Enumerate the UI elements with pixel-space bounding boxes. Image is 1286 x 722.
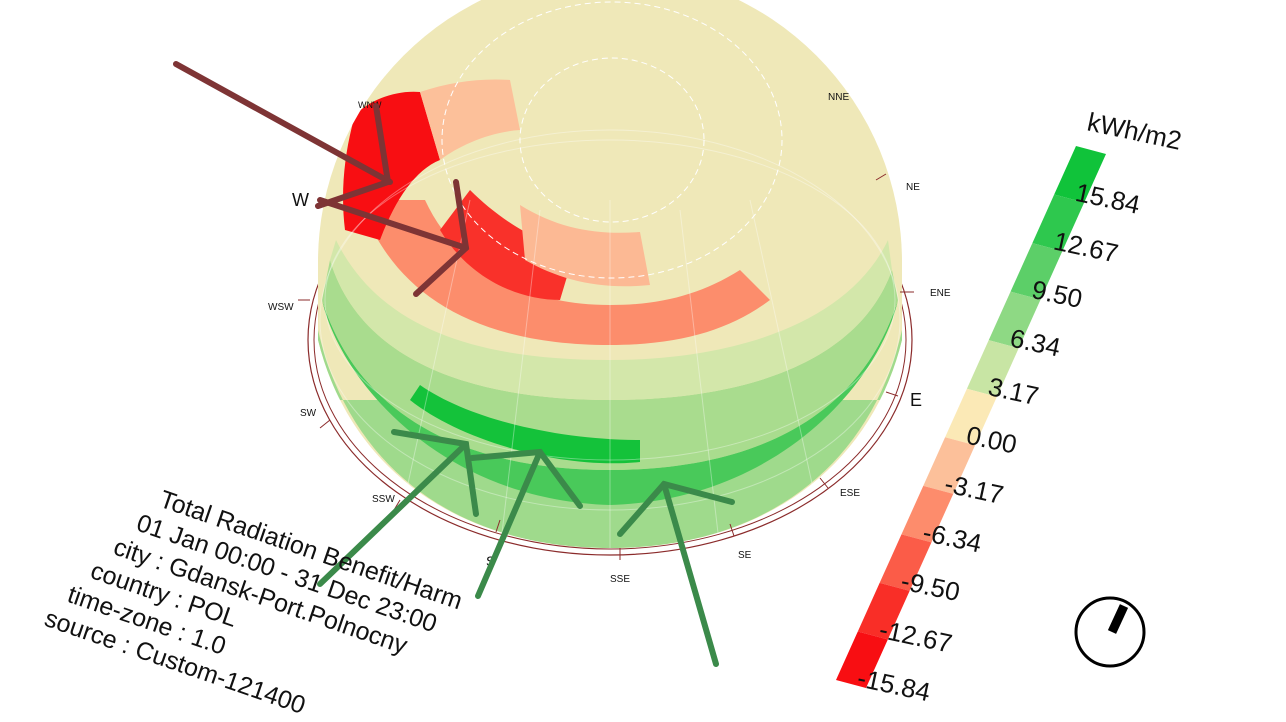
- legend-label: 12.67: [1051, 226, 1121, 269]
- legend-label: -15.84: [855, 663, 933, 708]
- legend-swatch: [1010, 243, 1063, 300]
- dome-band-harm-light: [520, 205, 650, 287]
- compass-label-sw: SW: [300, 408, 317, 419]
- legend-label: -9.50: [898, 565, 962, 607]
- compass-label-sse: SSE: [610, 574, 630, 585]
- legend-swatch: [836, 631, 888, 688]
- legend-swatch: [901, 485, 954, 543]
- legend-label: 9.50: [1029, 274, 1085, 314]
- legend-label: 0.00: [964, 420, 1020, 460]
- compass-label-wsw: WSW: [268, 302, 294, 313]
- dome-band-harm-strong: [440, 190, 575, 300]
- legend-swatch: [923, 437, 976, 494]
- legend-swatches: [836, 146, 1106, 688]
- dome-band-harm: [360, 200, 770, 345]
- legend-unit: kWh/m2: [1085, 107, 1184, 156]
- legend-swatch: [1032, 194, 1085, 252]
- compass-label-wnw: WNW: [358, 100, 382, 110]
- compass-ticks: [298, 173, 914, 560]
- north-indicator-icon: [1074, 596, 1146, 668]
- legend-swatch: [966, 340, 1019, 397]
- legend-label: -12.67: [877, 614, 955, 659]
- harm-arrows: [173, 61, 470, 297]
- legend-label: -3.17: [942, 468, 1006, 510]
- legend-swatch: [879, 534, 932, 591]
- legend-label: 6.34: [1007, 323, 1063, 363]
- legend-label: -6.34: [920, 517, 984, 559]
- compass-label-ene: ENE: [930, 288, 951, 299]
- dome-band-upper-light: [330, 240, 892, 400]
- dome-band-low-strong: [410, 385, 640, 464]
- legend-label: 3.17: [986, 371, 1042, 411]
- compass-label-ne: NE: [906, 182, 920, 193]
- legend-swatch: [1054, 146, 1106, 203]
- compass-label-ssw: SSW: [372, 494, 395, 505]
- compass-label-nne: NNE: [828, 92, 849, 103]
- compass-label-w: W: [292, 190, 309, 210]
- dome-cap-nw-harm: [343, 91, 440, 241]
- legend-label: 15.84: [1073, 177, 1143, 220]
- benefit-arrows: [317, 429, 735, 667]
- dome-cap-nw-light: [420, 79, 520, 160]
- compass-label-e: E: [910, 390, 922, 410]
- compass-label-ese: ESE: [840, 488, 860, 499]
- legend-swatch: [857, 582, 910, 640]
- legend-swatch: [945, 388, 997, 446]
- legend-swatch: [988, 291, 1041, 349]
- compass-label-se: SE: [738, 550, 752, 561]
- sky-dome: [318, 0, 902, 548]
